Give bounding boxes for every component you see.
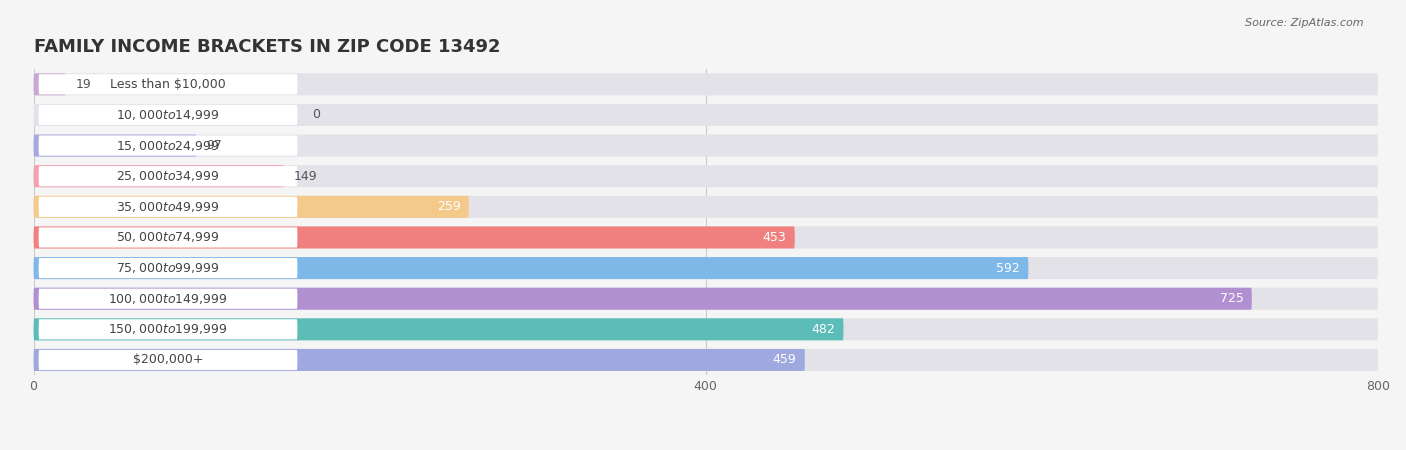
FancyBboxPatch shape: [34, 349, 804, 371]
Text: 149: 149: [294, 170, 318, 183]
Text: 259: 259: [437, 200, 460, 213]
Text: FAMILY INCOME BRACKETS IN ZIP CODE 13492: FAMILY INCOME BRACKETS IN ZIP CODE 13492: [34, 38, 501, 56]
Text: $10,000 to $14,999: $10,000 to $14,999: [117, 108, 219, 122]
Text: $35,000 to $49,999: $35,000 to $49,999: [117, 200, 219, 214]
FancyBboxPatch shape: [38, 319, 298, 339]
FancyBboxPatch shape: [34, 135, 197, 157]
Text: 482: 482: [811, 323, 835, 336]
Text: Source: ZipAtlas.com: Source: ZipAtlas.com: [1246, 18, 1364, 28]
FancyBboxPatch shape: [38, 166, 298, 186]
FancyBboxPatch shape: [34, 257, 1378, 279]
FancyBboxPatch shape: [34, 318, 844, 340]
Text: $150,000 to $199,999: $150,000 to $199,999: [108, 322, 228, 336]
FancyBboxPatch shape: [34, 226, 1378, 248]
FancyBboxPatch shape: [34, 165, 284, 187]
Text: $75,000 to $99,999: $75,000 to $99,999: [117, 261, 219, 275]
Text: 592: 592: [997, 261, 1019, 274]
FancyBboxPatch shape: [38, 258, 298, 278]
Text: $100,000 to $149,999: $100,000 to $149,999: [108, 292, 228, 306]
FancyBboxPatch shape: [34, 73, 66, 95]
FancyBboxPatch shape: [34, 196, 1378, 218]
FancyBboxPatch shape: [38, 288, 298, 309]
FancyBboxPatch shape: [34, 73, 1378, 95]
FancyBboxPatch shape: [34, 196, 468, 218]
Text: 459: 459: [773, 353, 796, 366]
Text: 453: 453: [762, 231, 786, 244]
FancyBboxPatch shape: [38, 135, 298, 156]
FancyBboxPatch shape: [34, 318, 1378, 340]
Text: Less than $10,000: Less than $10,000: [110, 78, 226, 91]
FancyBboxPatch shape: [34, 288, 1378, 310]
FancyBboxPatch shape: [34, 349, 1378, 371]
Text: $15,000 to $24,999: $15,000 to $24,999: [117, 139, 219, 153]
FancyBboxPatch shape: [34, 257, 1028, 279]
Text: 0: 0: [312, 108, 321, 122]
FancyBboxPatch shape: [38, 350, 298, 370]
FancyBboxPatch shape: [34, 104, 1378, 126]
FancyBboxPatch shape: [34, 288, 1251, 310]
Text: $200,000+: $200,000+: [132, 353, 204, 366]
FancyBboxPatch shape: [34, 135, 1378, 157]
Text: 19: 19: [76, 78, 91, 91]
Text: 97: 97: [207, 139, 222, 152]
FancyBboxPatch shape: [38, 74, 298, 94]
FancyBboxPatch shape: [38, 105, 298, 125]
Text: 725: 725: [1219, 292, 1243, 305]
FancyBboxPatch shape: [38, 197, 298, 217]
Text: $25,000 to $34,999: $25,000 to $34,999: [117, 169, 219, 183]
Text: $50,000 to $74,999: $50,000 to $74,999: [117, 230, 219, 244]
FancyBboxPatch shape: [34, 226, 794, 248]
FancyBboxPatch shape: [38, 227, 298, 248]
FancyBboxPatch shape: [34, 165, 1378, 187]
